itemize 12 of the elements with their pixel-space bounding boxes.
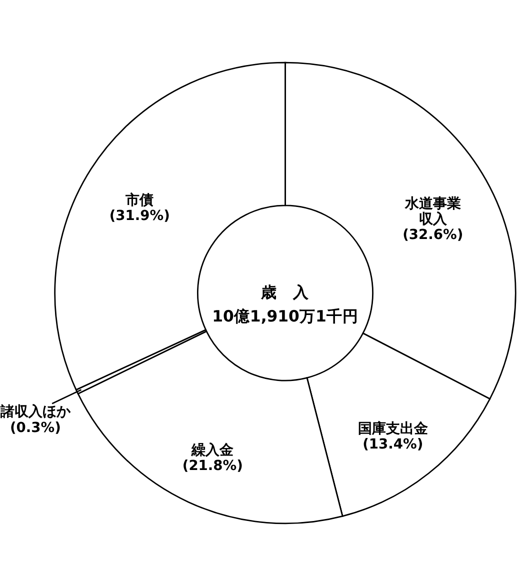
slice-label: 水道事業収入 <box>404 196 461 228</box>
slice-label: 諸収入ほか <box>0 403 72 420</box>
slice-label: 国庫支出金 <box>358 420 429 437</box>
data-label: (0.3%) <box>10 420 61 436</box>
data-label: (21.8%) <box>182 458 243 474</box>
text: 10億1,910万1千円 <box>212 306 358 326</box>
text: 歳 入 <box>260 282 310 302</box>
data-label: (31.9%) <box>109 208 170 224</box>
slice-label: 市債 <box>124 192 154 209</box>
data-label: (32.6%) <box>402 227 464 244</box>
slice-label: 繰入金 <box>190 442 235 458</box>
data-label: (13.4%) <box>362 436 424 452</box>
